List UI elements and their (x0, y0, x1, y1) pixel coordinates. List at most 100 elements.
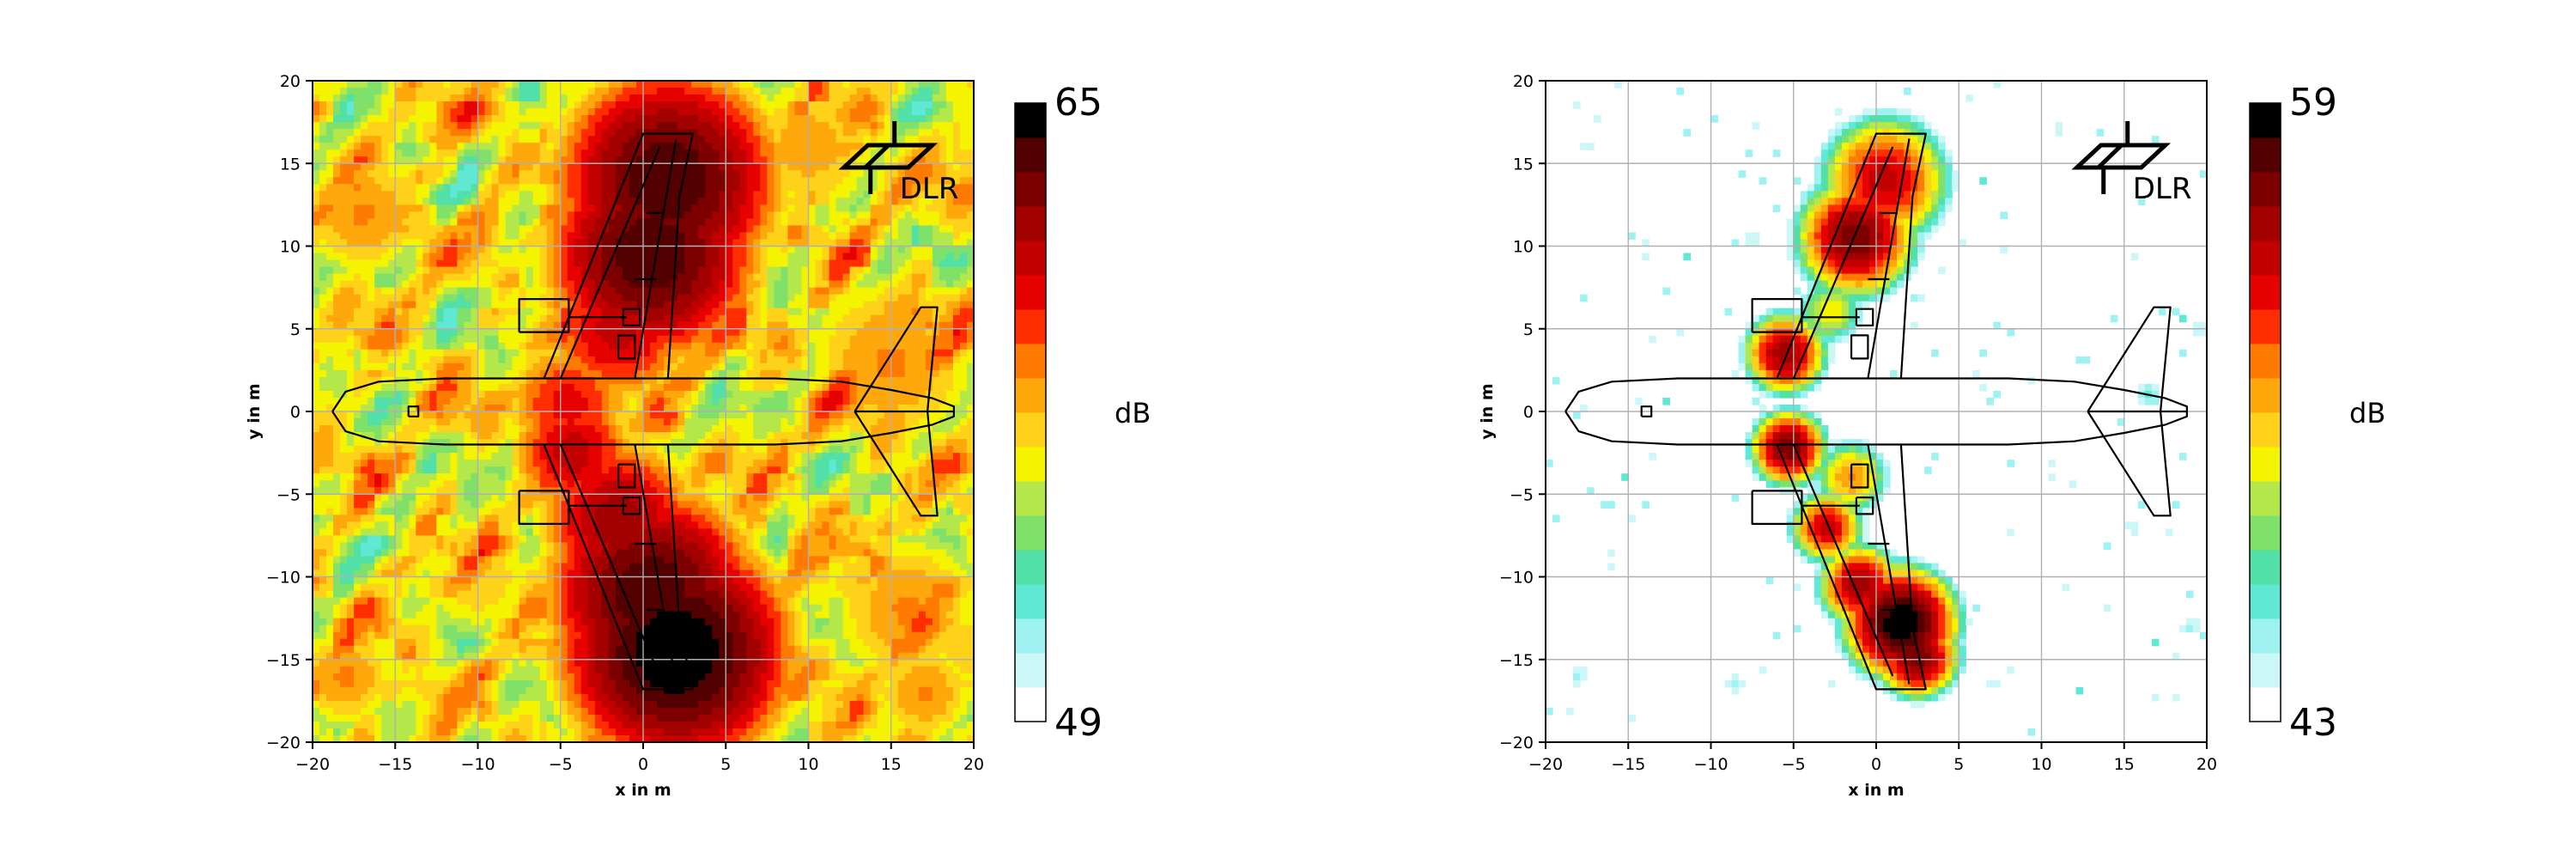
heatmap-cell (966, 404, 974, 412)
heatmap-cell (416, 143, 423, 150)
heatmap-cell (553, 253, 562, 261)
heatmap-cell (890, 432, 899, 440)
heatmap-cell (340, 129, 348, 137)
heatmap-cell (650, 81, 658, 88)
heatmap-cell (842, 280, 851, 289)
heatmap-cell (664, 397, 671, 405)
heatmap-cell (429, 425, 437, 433)
heatmap-cell (794, 411, 803, 419)
heatmap-cell (911, 432, 920, 440)
heatmap-cell (822, 81, 830, 88)
heatmap-cell (726, 369, 733, 378)
heatmap-cell (801, 362, 810, 371)
heatmap-cell (402, 143, 410, 150)
heatmap-cell (464, 211, 472, 220)
heatmap-cell (657, 356, 665, 364)
heatmap-cell (719, 328, 726, 337)
heatmap-cell (477, 108, 486, 116)
heatmap-cell (587, 218, 596, 227)
heatmap-cell (608, 376, 617, 385)
heatmap-cell (361, 218, 368, 227)
heatmap-cell (354, 129, 361, 137)
heatmap-cell (719, 81, 726, 88)
heatmap-cell (429, 101, 437, 109)
heatmap-cell (781, 218, 789, 227)
heatmap-cell (822, 335, 830, 344)
heatmap-cell (726, 225, 733, 234)
heatmap-cell (361, 404, 368, 412)
heatmap-cell (932, 129, 940, 137)
heatmap-cell (801, 184, 810, 192)
heatmap-cell (477, 287, 486, 295)
heatmap-cell (374, 81, 382, 88)
heatmap-cell (739, 101, 747, 109)
heatmap-cell (450, 335, 459, 344)
heatmap-cell (726, 115, 733, 123)
heatmap-cell (457, 362, 465, 371)
heatmap-cell (781, 156, 789, 164)
heatmap-cell (787, 253, 796, 261)
heatmap-cell (863, 156, 872, 164)
heatmap-cell (498, 253, 507, 261)
heatmap-cell (684, 253, 692, 261)
heatmap-cell (966, 129, 974, 137)
heatmap-cell (732, 204, 740, 212)
heatmap-cell (402, 177, 410, 185)
heatmap-cell (856, 143, 865, 150)
heatmap-cell (505, 418, 513, 426)
heatmap-cell (491, 129, 500, 137)
heatmap-cell (849, 425, 858, 433)
heatmap-cell (705, 308, 713, 316)
heatmap-cell (815, 259, 823, 268)
heatmap-cell (932, 191, 940, 198)
heatmap-cell (829, 349, 837, 357)
heatmap-cell (409, 294, 416, 302)
heatmap-cell (409, 362, 416, 371)
heatmap-cell (388, 321, 396, 330)
heatmap-cell (381, 390, 389, 399)
heatmap-cell (698, 314, 706, 323)
heatmap-cell (842, 328, 851, 337)
heatmap-cell (939, 191, 947, 198)
heatmap-cell (932, 94, 940, 102)
heatmap-cell (580, 369, 589, 378)
heatmap-cell (835, 122, 844, 130)
heatmap-cell (774, 287, 782, 295)
heatmap-cell (822, 225, 830, 234)
heatmap-cell (622, 314, 630, 323)
heatmap-cell (657, 321, 665, 330)
heatmap-cell (870, 94, 878, 102)
heatmap-cell (842, 246, 851, 254)
heatmap-cell (932, 294, 940, 302)
heatmap-cell (664, 266, 671, 275)
heatmap-cell (643, 390, 651, 399)
heatmap-cell (374, 191, 382, 198)
heatmap-cell (546, 225, 555, 234)
heatmap-cell (801, 404, 810, 412)
heatmap-cell (774, 115, 782, 123)
heatmap-cell (767, 218, 775, 227)
heatmap-cell (767, 177, 775, 185)
heatmap-cell (691, 191, 699, 198)
heatmap-cell (326, 301, 334, 309)
heatmap-cell (835, 211, 844, 220)
heatmap-cell (409, 129, 416, 137)
heatmap-cell (368, 273, 375, 282)
heatmap-cell (457, 266, 465, 275)
heatmap-cell (443, 349, 452, 357)
heatmap-cell (691, 232, 699, 241)
heatmap-cell (712, 287, 720, 295)
heatmap-cell (904, 259, 913, 268)
heatmap-cell (313, 211, 320, 220)
heatmap-cell (574, 349, 582, 357)
heatmap-cell (904, 328, 913, 337)
heatmap-cell (746, 246, 754, 254)
heatmap-cell (849, 129, 858, 137)
heatmap-cell (801, 425, 810, 433)
heatmap-cell (354, 191, 361, 198)
heatmap-cell (354, 163, 361, 171)
heatmap-cell (849, 314, 858, 323)
heatmap-cell (498, 184, 507, 192)
heatmap-cell (594, 177, 603, 185)
heatmap-cell (842, 94, 851, 102)
